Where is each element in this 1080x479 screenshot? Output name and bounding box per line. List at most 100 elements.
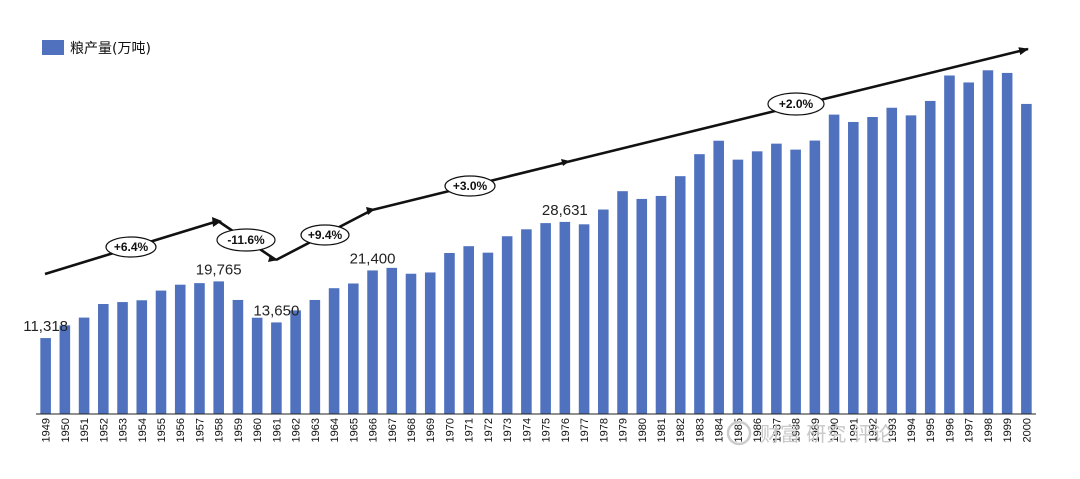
bar-1967 [386,267,398,414]
growth-bubble-4: +3.0% [444,175,496,197]
watermark-text: 财富 研究 评论 [760,422,893,446]
growth-bubble-3: +9.4% [300,224,350,246]
bar-1987 [771,143,782,414]
x-tick-1997: 1997 [964,418,976,442]
x-tick-1955: 1955 [156,418,168,442]
bar-1995 [924,100,936,414]
x-tick-1968: 1968 [406,418,418,442]
bar-1988 [790,149,801,415]
x-tick-1954: 1954 [137,418,149,442]
bar-1983 [694,154,705,415]
bars-group [40,70,1032,415]
x-tick-1979: 1979 [618,418,630,442]
bar-1950 [59,325,71,414]
bar-1963 [309,299,321,414]
x-tick-1992: 1992 [868,418,880,442]
x-tick-1958: 1958 [214,418,226,442]
x-tick-1985: 1985 [733,418,745,442]
bar-1976 [559,221,571,414]
bar-1984 [713,140,724,415]
bar-2000 [1021,103,1032,415]
bar-1959 [232,299,244,414]
x-tick-1973: 1973 [502,418,514,442]
legend-label: 粮产量(万吨) [70,41,151,57]
x-tick-1987: 1987 [771,418,783,442]
x-tick-1988: 1988 [791,418,803,442]
x-tick-1983: 1983 [694,418,706,442]
growth-label-4: +3.0% [453,179,488,193]
bar-1966 [367,270,378,414]
x-tick-1972: 1972 [483,418,495,442]
x-tick-1990: 1990 [829,418,841,442]
legend-swatch [42,40,64,55]
bar-1961 [271,322,282,414]
x-tick-1993: 1993 [887,418,899,442]
growth-label-2: -11.6% [227,233,265,247]
x-tick-1991: 1991 [848,418,860,442]
data-label-1958: 19,765 [196,261,242,278]
x-tick-1956: 1956 [175,418,187,442]
bar-1965 [348,283,359,414]
bar-1985 [732,159,744,414]
legend: 粮产量(万吨) [42,40,151,57]
watermark: 财富 研究 评论 [726,420,893,446]
bar-1971 [463,246,474,414]
bar-1958 [213,281,224,414]
growth-bubble-5: +2.0% [767,92,825,116]
bar-1960 [251,317,263,414]
bar-1974 [521,229,532,414]
bar-1964 [328,288,340,414]
bar-1953 [117,302,128,414]
x-tick-1989: 1989 [810,418,822,442]
x-tick-1967: 1967 [387,418,399,442]
data-label-1949: 11,318 [23,318,68,335]
x-tick-1981: 1981 [656,418,668,442]
x-tick-1996: 1996 [944,418,956,442]
trend-arrows [44,47,1029,276]
bar-1952 [98,304,109,414]
trend-joints [212,159,570,262]
data-labels: 11,318 19,765 13,650 21,400 28,631 [23,202,588,335]
data-label-1961: 13,650 [253,302,299,319]
bar-1992 [867,117,878,415]
bar-1962 [290,310,301,414]
x-tick-1959: 1959 [233,418,245,442]
data-label-1976: 28,631 [542,202,588,219]
trend-joint-marker [561,159,570,166]
x-tick-1960: 1960 [252,418,264,442]
bar-1996 [944,75,955,414]
bar-1990 [828,114,840,415]
growth-bubble-2: -11.6% [216,228,276,252]
x-tick-1998: 1998 [983,418,995,442]
bar-1954 [136,300,148,414]
x-tick-1969: 1969 [425,418,437,442]
bar-1970 [444,253,455,414]
x-tick-1995: 1995 [925,418,937,442]
x-tick-1962: 1962 [291,418,303,442]
x-tick-1965: 1965 [348,418,360,442]
x-tick-1966: 1966 [368,418,380,442]
bar-1978 [598,209,609,414]
x-tick-1980: 1980 [637,418,649,442]
trend-joint-marker [268,255,278,262]
x-tick-1949: 1949 [41,418,53,442]
growth-label-5: +2.0% [779,97,814,111]
bar-1955 [155,290,167,414]
growth-bubble-1: +6.4% [105,236,157,258]
x-tick-1963: 1963 [310,418,322,442]
x-tick-1957: 1957 [194,418,206,442]
bar-1997 [963,82,974,415]
x-tick-1952: 1952 [98,418,110,442]
bar-1999 [1001,72,1013,415]
x-tick-1977: 1977 [579,418,591,442]
x-tick-1974: 1974 [521,418,533,442]
bar-1949 [40,338,51,414]
x-tick-1984: 1984 [714,418,726,442]
bar-1972 [482,252,494,414]
x-tick-1976: 1976 [560,418,572,442]
x-tick-1971: 1971 [464,418,476,442]
x-tick-1964: 1964 [329,418,341,442]
bar-1980 [636,198,648,414]
bar-1956 [174,284,186,414]
